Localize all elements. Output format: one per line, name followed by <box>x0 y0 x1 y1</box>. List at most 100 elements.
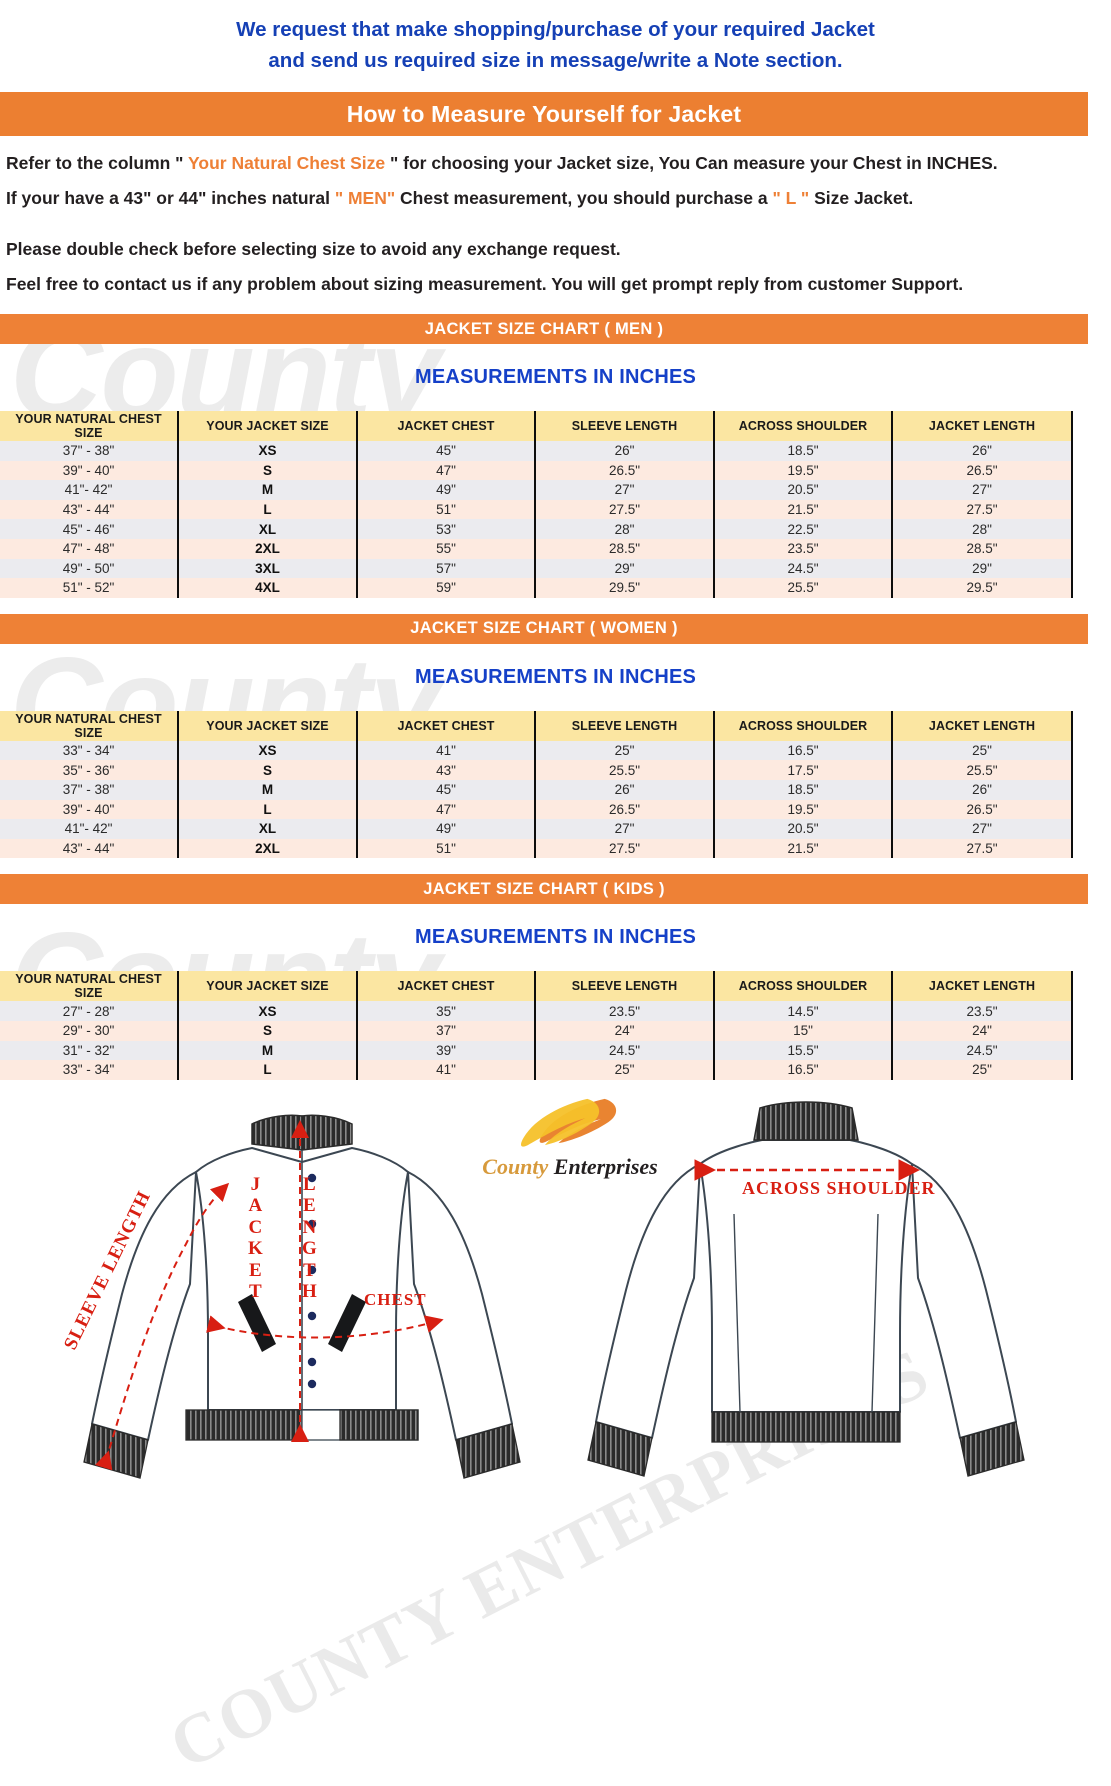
table-cell: 49" <box>357 480 536 500</box>
cell-jacket-size: 2XL <box>178 838 358 859</box>
size-chart-section: JACKET SIZE CHART ( MEN ) MEASUREMENTS IN… <box>0 314 1111 598</box>
table-cell: 18.5" <box>714 441 893 461</box>
table-cell: 43" - 44" <box>0 499 179 520</box>
table-header-row: YOUR NATURAL CHEST SIZE YOUR JACKET SIZE J… <box>0 971 1073 1002</box>
column-header: YOUR NATURAL CHEST SIZE <box>0 971 179 1002</box>
cell-jacket-size: XS <box>178 441 358 461</box>
notice-line-2: and send us required size in message/wri… <box>268 49 843 72</box>
cell-jacket-size: XL <box>178 519 358 539</box>
intro-p2-e: Size Jacket. <box>809 188 914 208</box>
table-cell: 25" <box>892 740 1073 761</box>
table-cell: 29" - 30" <box>0 1020 179 1041</box>
table-header-row: YOUR NATURAL CHEST SIZE YOUR JACKET SIZE J… <box>0 411 1073 441</box>
company-logo: County Enterprises <box>455 1095 685 1180</box>
table-row: 41"- 42" XL 49" 27" 20.5" 27" <box>0 819 1073 839</box>
table-cell: 28.5" <box>535 538 715 559</box>
intro-paragraph-1: Refer to the column " Your Natural Chest… <box>6 150 1105 177</box>
table-cell: 22.5" <box>714 519 893 539</box>
table-cell: 27.5" <box>535 838 715 859</box>
table-cell: 26.5" <box>535 799 715 820</box>
column-header: YOUR NATURAL CHEST SIZE <box>0 710 179 741</box>
table-cell: 57" <box>357 558 536 579</box>
label-chest: CHEST <box>364 1289 427 1309</box>
table-row: 47" - 48" 2XL 55" 28.5" 23.5" 28.5" <box>0 538 1073 559</box>
table-cell: 51" <box>357 499 536 520</box>
table-cell: 47" - 48" <box>0 538 179 559</box>
table-cell: 27" <box>892 819 1073 839</box>
table-row: 33" - 34" XS 41" 25" 16.5" 25" <box>0 740 1073 761</box>
table-row: 37" - 38" M 45" 26" 18.5" 26" <box>0 779 1073 800</box>
table-cell: 18.5" <box>714 779 893 800</box>
column-header: JACKET CHEST <box>357 710 536 741</box>
table-cell: 29.5" <box>535 578 715 598</box>
table-cell: 21.5" <box>714 838 893 859</box>
cell-jacket-size: S <box>178 760 358 780</box>
table-row: 33" - 34" L 41" 25" 16.5" 25" <box>0 1060 1073 1080</box>
column-header: JACKET CHEST <box>357 411 536 441</box>
table-cell: 26" <box>892 779 1073 800</box>
table-cell: 39" - 40" <box>0 460 179 481</box>
table-cell: 33" - 34" <box>0 1060 179 1080</box>
table-cell: 15" <box>714 1020 893 1041</box>
intro-p1-highlight: Your Natural Chest Size <box>188 153 386 173</box>
table-cell: 41"- 42" <box>0 819 179 839</box>
table-cell: 51" <box>357 838 536 859</box>
size-chart-table: YOUR NATURAL CHEST SIZE YOUR JACKET SIZE J… <box>0 411 1073 598</box>
section-title-bar: JACKET SIZE CHART ( MEN ) <box>0 314 1088 344</box>
cell-jacket-size: 2XL <box>178 538 358 559</box>
label-across-shoulder: ACROSS SHOULDER <box>742 1177 936 1198</box>
table-cell: 16.5" <box>714 1060 893 1080</box>
table-cell: 47" <box>357 460 536 481</box>
table-cell: 24" <box>535 1020 715 1041</box>
table-row: 51" - 52" 4XL 59" 29.5" 25.5" 29.5" <box>0 578 1073 598</box>
table-row: 27" - 28" XS 35" 23.5" 14.5" 23.5" <box>0 1001 1073 1021</box>
table-row: 35" - 36" S 43" 25.5" 17.5" 25.5" <box>0 760 1073 780</box>
section-subtitle: MEASUREMENTS IN INCHES <box>414 665 697 688</box>
column-header: SLEEVE LENGTH <box>535 710 715 741</box>
intro-p2-men: " MEN" <box>334 188 396 208</box>
table-cell: 24.5" <box>714 558 893 579</box>
intro-p2-c: Chest measurement, you should purchase a <box>395 188 773 208</box>
section-subtitle: MEASUREMENTS IN INCHES <box>414 926 697 949</box>
cell-jacket-size: L <box>178 799 358 820</box>
table-cell: 24.5" <box>535 1040 715 1061</box>
table-cell: 41" <box>357 1060 536 1080</box>
table-cell: 20.5" <box>714 480 893 500</box>
table-cell: 21.5" <box>714 499 893 520</box>
page-title-banner: How to Measure Yourself for Jacket <box>0 92 1088 136</box>
table-cell: 19.5" <box>714 799 893 820</box>
logo-enterprises: Enterprises <box>553 1153 658 1179</box>
table-cell: 35" <box>357 1001 536 1021</box>
cell-jacket-size: M <box>178 480 358 500</box>
notice-line-1: We request that make shopping/purchase o… <box>236 18 875 41</box>
table-cell: 25" <box>892 1060 1073 1080</box>
table-cell: 49" <box>357 819 536 839</box>
size-chart-table: YOUR NATURAL CHEST SIZE YOUR JACKET SIZE J… <box>0 971 1073 1080</box>
cell-jacket-size: XL <box>178 819 358 839</box>
table-cell: 37" - 38" <box>0 779 179 800</box>
table-cell: 27" <box>535 819 715 839</box>
column-header: YOUR JACKET SIZE <box>178 971 358 1002</box>
table-cell: 39" <box>357 1040 536 1061</box>
table-cell: 55" <box>357 538 536 559</box>
table-cell: 25" <box>535 1060 715 1080</box>
table-cell: 26.5" <box>892 799 1073 820</box>
table-cell: 39" - 40" <box>0 799 179 820</box>
cell-jacket-size: S <box>178 460 358 481</box>
table-cell: 49" - 50" <box>0 558 179 579</box>
table-row: 37" - 38" XS 45" 26" 18.5" 26" <box>0 441 1073 461</box>
table-cell: 28.5" <box>892 538 1073 559</box>
table-row: 43" - 44" L 51" 27.5" 21.5" 27.5" <box>0 499 1073 520</box>
intro-paragraph-2: If your have a 43" or 44" inches natural… <box>6 185 1105 212</box>
intro-text-block: Refer to the column " Your Natural Chest… <box>0 136 1111 298</box>
table-cell: 33" - 34" <box>0 740 179 761</box>
cell-jacket-size: 3XL <box>178 558 358 579</box>
table-row: 41"- 42" M 49" 27" 20.5" 27" <box>0 480 1073 500</box>
table-cell: 25.5" <box>535 760 715 780</box>
table-cell: 27.5" <box>892 838 1073 859</box>
table-cell: 17.5" <box>714 760 893 780</box>
table-cell: 28" <box>892 519 1073 539</box>
